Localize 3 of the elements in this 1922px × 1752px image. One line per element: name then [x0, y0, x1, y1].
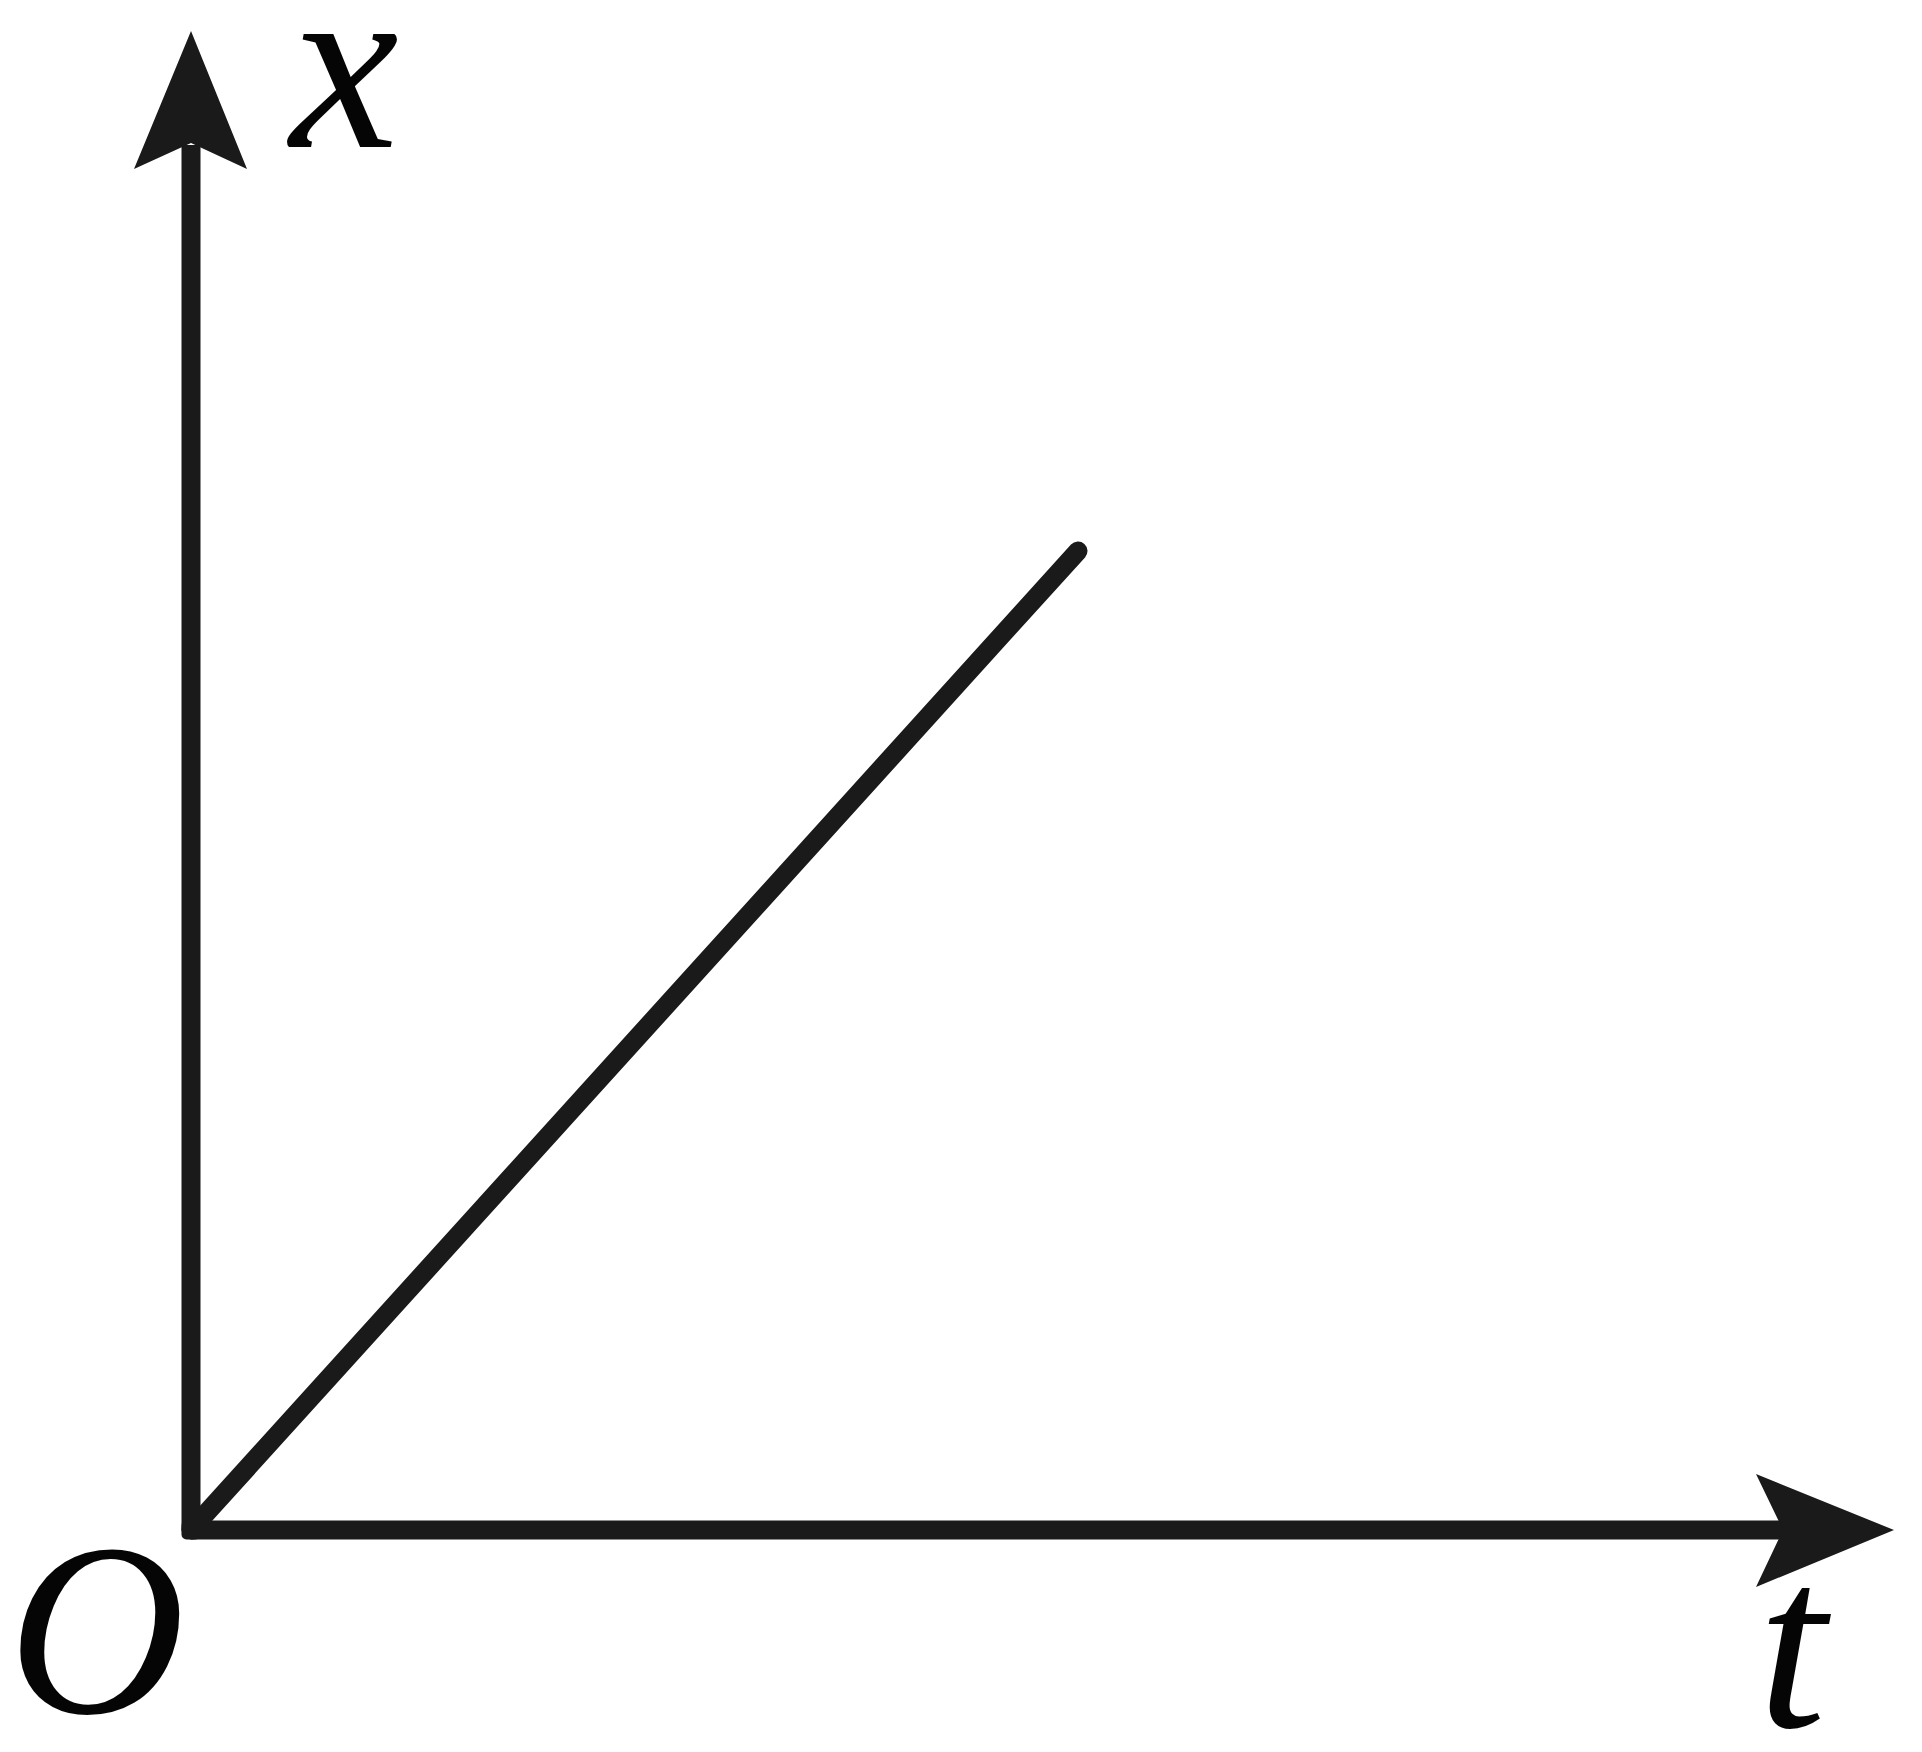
y-axis-title: x — [287, 0, 399, 200]
text: O — [8, 1495, 185, 1752]
x-axis-title: t — [1758, 1509, 1831, 1752]
